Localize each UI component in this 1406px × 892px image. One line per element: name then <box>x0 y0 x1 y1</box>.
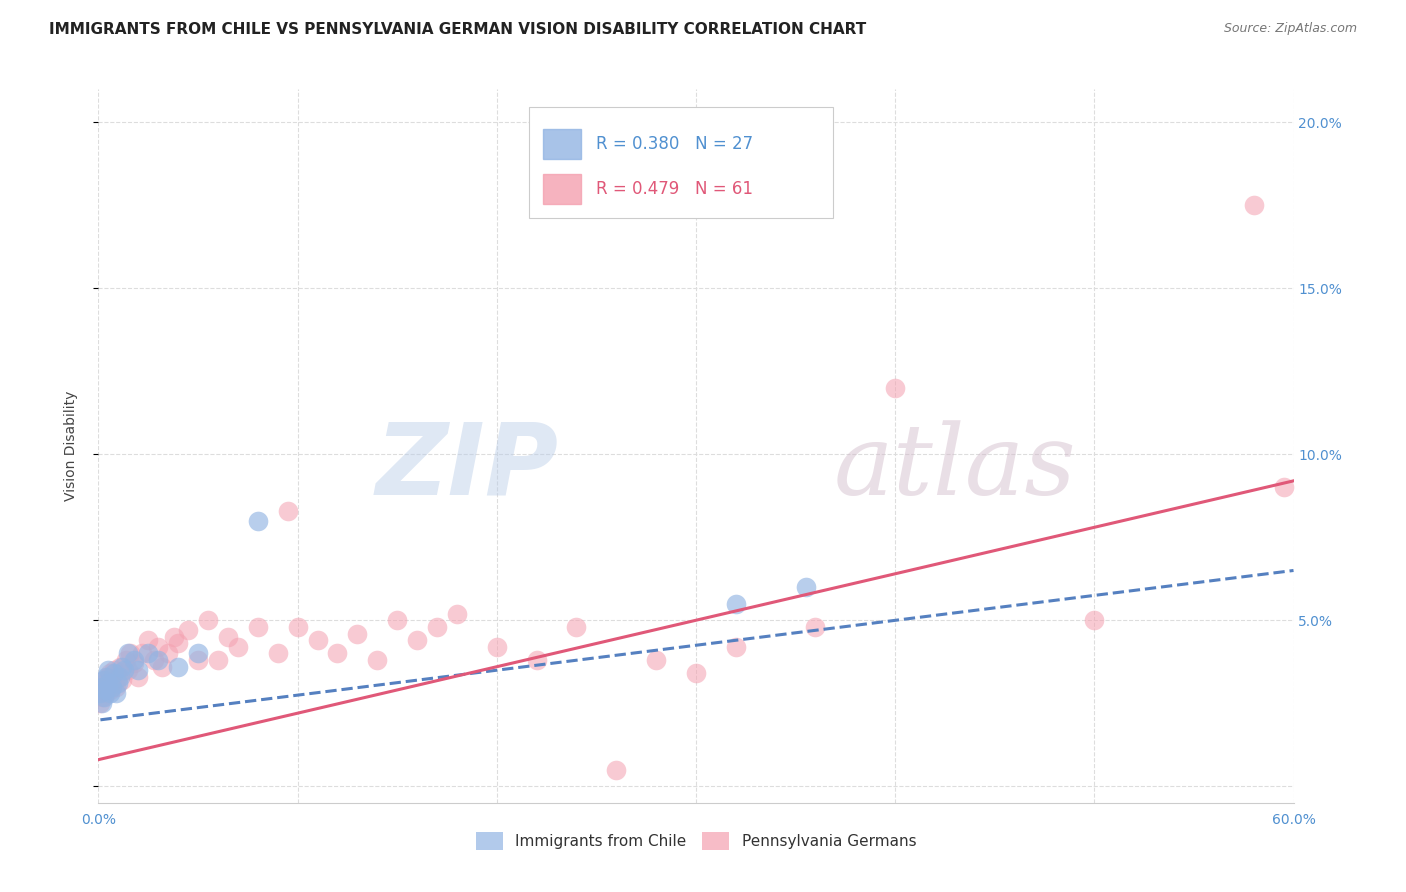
Text: Source: ZipAtlas.com: Source: ZipAtlas.com <box>1223 22 1357 36</box>
Point <box>1083 613 1105 627</box>
Point <box>177 624 200 638</box>
Point <box>117 663 139 677</box>
Point <box>287 620 309 634</box>
Point <box>207 653 229 667</box>
Point <box>187 647 209 661</box>
Y-axis label: Vision Disability: Vision Disability <box>63 391 77 501</box>
Point <box>93 673 115 687</box>
Point <box>605 763 627 777</box>
Point <box>98 666 122 681</box>
Point <box>111 673 134 687</box>
Point <box>107 676 129 690</box>
Point <box>277 504 299 518</box>
Point <box>794 580 817 594</box>
Point <box>111 659 134 673</box>
Point <box>267 647 290 661</box>
Point <box>89 696 111 710</box>
Point <box>217 630 239 644</box>
Text: atlas: atlas <box>834 420 1076 515</box>
Point <box>157 647 180 661</box>
Point <box>167 636 190 650</box>
Point <box>110 670 132 684</box>
Point <box>148 640 170 654</box>
Point <box>97 663 120 677</box>
Text: ZIP: ZIP <box>375 419 558 516</box>
Point <box>724 597 747 611</box>
Point <box>127 670 149 684</box>
Point <box>98 682 122 697</box>
Point <box>187 653 209 667</box>
Point <box>124 653 146 667</box>
Point <box>105 686 128 700</box>
Point <box>91 696 114 710</box>
Point <box>93 690 115 704</box>
Point <box>110 659 132 673</box>
Point <box>143 653 166 667</box>
Point <box>136 647 159 661</box>
Point <box>385 613 409 627</box>
Point <box>1272 481 1295 495</box>
Point <box>167 659 190 673</box>
Point <box>366 653 388 667</box>
Point <box>884 381 907 395</box>
Point <box>103 666 125 681</box>
Point <box>91 680 114 694</box>
Point <box>124 657 146 671</box>
Point <box>446 607 468 621</box>
Point <box>804 620 827 634</box>
Point <box>97 680 120 694</box>
Point <box>127 663 149 677</box>
Point <box>96 670 118 684</box>
Point <box>724 640 747 654</box>
Point <box>565 620 588 634</box>
Point <box>1243 198 1265 212</box>
Point <box>246 514 269 528</box>
Point <box>93 682 115 697</box>
Point <box>101 676 124 690</box>
Point <box>120 647 142 661</box>
Point <box>346 626 368 640</box>
Point <box>326 647 349 661</box>
Point <box>131 647 153 661</box>
Point <box>117 647 139 661</box>
Point <box>307 633 329 648</box>
Point <box>150 659 173 673</box>
Point <box>426 620 449 634</box>
Point <box>112 663 135 677</box>
Point <box>96 682 118 697</box>
FancyBboxPatch shape <box>529 107 834 218</box>
Point <box>163 630 186 644</box>
Point <box>89 686 111 700</box>
Text: IMMIGRANTS FROM CHILE VS PENNSYLVANIA GERMAN VISION DISABILITY CORRELATION CHART: IMMIGRANTS FROM CHILE VS PENNSYLVANIA GE… <box>49 22 866 37</box>
Point <box>226 640 249 654</box>
Point <box>526 653 548 667</box>
Point <box>115 653 138 667</box>
Point <box>105 680 128 694</box>
Point <box>136 633 159 648</box>
Point <box>97 676 120 690</box>
Point <box>645 653 668 667</box>
Point <box>685 666 707 681</box>
Point <box>107 670 129 684</box>
Point <box>246 620 269 634</box>
Point <box>93 673 115 687</box>
Point <box>101 680 124 694</box>
Point <box>98 686 122 700</box>
Point <box>485 640 508 654</box>
Point <box>148 653 170 667</box>
Point <box>97 670 120 684</box>
Point <box>89 686 111 700</box>
Point <box>96 686 118 700</box>
Text: R = 0.479   N = 61: R = 0.479 N = 61 <box>596 180 752 198</box>
Legend: Immigrants from Chile, Pennsylvania Germans: Immigrants from Chile, Pennsylvania Germ… <box>470 826 922 855</box>
Point <box>197 613 219 627</box>
Point <box>406 633 429 648</box>
Point <box>91 680 114 694</box>
Point <box>91 690 114 704</box>
Text: R = 0.380   N = 27: R = 0.380 N = 27 <box>596 136 752 153</box>
Bar <box>543 174 581 204</box>
Point <box>96 676 118 690</box>
Point <box>103 663 125 677</box>
Bar <box>543 129 581 159</box>
